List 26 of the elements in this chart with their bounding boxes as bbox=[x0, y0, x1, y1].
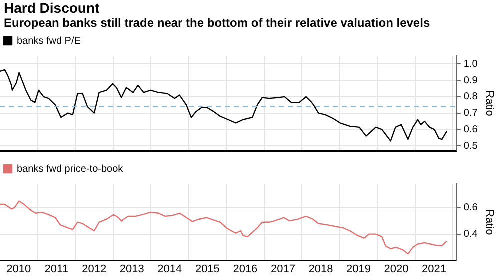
y-tick-label: 0.8 bbox=[464, 92, 478, 103]
y-axis-title: Ratio bbox=[483, 90, 496, 116]
x-tick-label: 2020 bbox=[384, 263, 409, 276]
x-tick-label: 2019 bbox=[346, 263, 371, 276]
x-tick-label: 2021 bbox=[422, 263, 446, 276]
x-tick-label: 2015 bbox=[195, 263, 220, 276]
chart-title: Hard Discount bbox=[4, 0, 101, 16]
y-axis-title: Ratio bbox=[483, 210, 496, 236]
x-tick-label: 2012 bbox=[82, 263, 107, 276]
y-tick-label: 0.5 bbox=[464, 140, 478, 152]
x-tick-label: 2014 bbox=[158, 263, 182, 276]
legend-label: banks fwd P/E bbox=[17, 36, 82, 47]
y-tick-label: 0.6 bbox=[464, 124, 478, 136]
y-tick-label: 0.6 bbox=[464, 202, 478, 214]
x-tick-label: 2018 bbox=[308, 263, 334, 276]
y-tick-label: 0.7 bbox=[464, 108, 478, 120]
legend-label: banks fwd price-to-book bbox=[17, 164, 124, 175]
x-tick-label: 2011 bbox=[44, 263, 68, 276]
chart-subtitle: European banks still trade near the bottom of their relative valuation levels bbox=[4, 16, 432, 31]
x-tick-label: 2017 bbox=[270, 263, 296, 276]
x-tick-label: 2016 bbox=[233, 263, 258, 276]
x-tick-label: 2010 bbox=[6, 263, 32, 276]
y-tick-label: 0.9 bbox=[464, 75, 478, 86]
y-tick-label: 0.4 bbox=[464, 229, 478, 240]
y-tick-label: 1.0 bbox=[464, 58, 478, 70]
x-tick-label: 2013 bbox=[120, 263, 144, 276]
